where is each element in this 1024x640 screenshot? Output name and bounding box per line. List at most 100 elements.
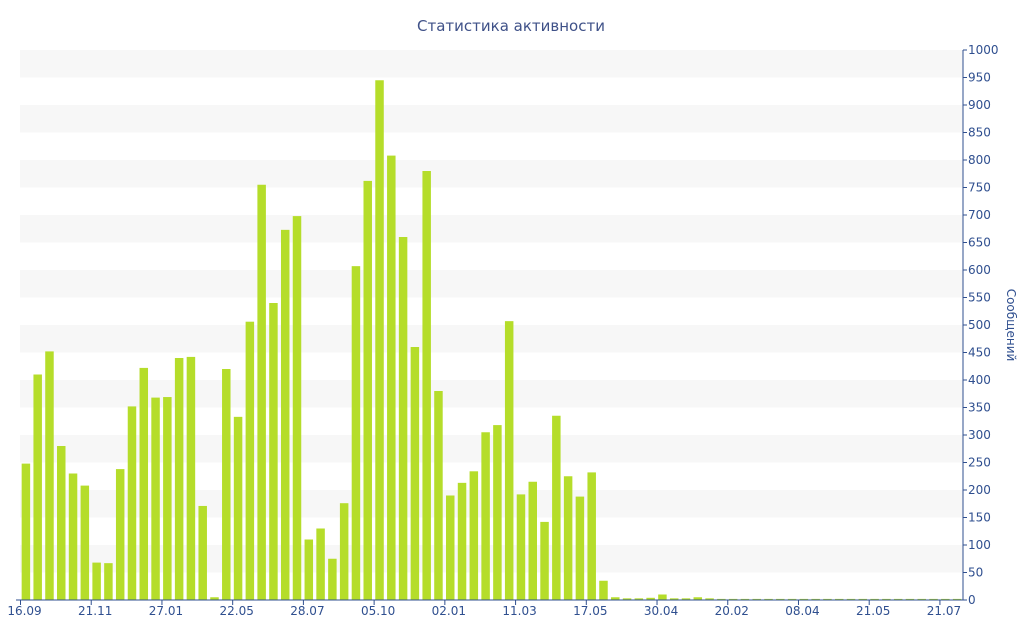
bar	[245, 321, 255, 600]
grid-band	[20, 325, 963, 353]
bar	[811, 598, 820, 600]
x-tick-label: 05.10	[361, 604, 395, 618]
bar	[163, 397, 172, 600]
bar	[905, 598, 915, 600]
bar	[552, 415, 561, 600]
y-tick-label: 500	[968, 318, 991, 332]
bar	[410, 347, 420, 600]
bar	[540, 521, 549, 600]
grid-band	[20, 490, 963, 518]
x-tick-label: 21.11	[78, 604, 112, 618]
grid-band	[20, 215, 963, 243]
bar	[257, 184, 266, 600]
x-tick-label: 11.03	[502, 604, 536, 618]
bar	[222, 369, 231, 600]
y-tick-label: 800	[968, 153, 991, 167]
y-tick-label: 50	[968, 566, 983, 580]
bar	[528, 481, 537, 600]
bar	[563, 476, 573, 600]
y-tick-label: 1000	[968, 43, 999, 57]
x-tick-label: 30.04	[644, 604, 678, 618]
bar	[634, 598, 644, 600]
bar	[328, 558, 337, 600]
x-tick-label: 17.05	[573, 604, 607, 618]
bar	[846, 598, 856, 600]
bar	[917, 598, 926, 600]
bar	[351, 266, 361, 600]
y-tick-label: 350	[968, 401, 991, 415]
bar	[728, 598, 738, 600]
grid-band	[20, 545, 963, 573]
bar	[587, 472, 596, 600]
chart-title: Статистика активности	[417, 17, 605, 35]
bar	[611, 597, 620, 600]
bar	[151, 397, 160, 600]
bar	[599, 580, 608, 600]
bar	[434, 391, 443, 600]
bar	[681, 598, 691, 600]
x-axis-ticks: 16.09 21.11 27.01 22.05 28.07 05.10 02.01 11.03…	[7, 600, 961, 618]
y-tick-label: 700	[968, 208, 991, 222]
x-tick-label: 20.02	[715, 604, 749, 618]
bar	[457, 482, 467, 600]
bar	[870, 598, 879, 600]
bar	[68, 473, 78, 600]
bar	[823, 598, 832, 600]
x-tick-label: 22.05	[219, 604, 253, 618]
bar	[375, 80, 384, 600]
background-bands	[20, 50, 963, 573]
bar	[764, 598, 773, 600]
bar	[929, 598, 938, 600]
bar	[646, 597, 655, 600]
bar	[33, 374, 42, 600]
grid-band	[20, 435, 963, 463]
bar	[446, 495, 455, 600]
bar	[422, 171, 431, 600]
y-tick-label: 850	[968, 126, 991, 140]
bar	[127, 406, 137, 600]
bar	[493, 425, 502, 600]
y-tick-label: 600	[968, 263, 991, 277]
bar	[575, 496, 585, 600]
bar	[882, 598, 891, 600]
bar	[858, 598, 868, 600]
bar	[469, 471, 479, 600]
grid-band	[20, 160, 963, 188]
bar	[363, 180, 372, 600]
bar	[92, 562, 101, 600]
y-axis-ticks: 0 50 100 150 200 250 300 350 400 450 500 550 600 650 7…	[963, 43, 999, 607]
bar	[139, 367, 149, 600]
bar	[941, 598, 950, 600]
bar	[339, 503, 349, 600]
bar	[752, 598, 761, 600]
bar	[799, 598, 809, 600]
bar	[952, 598, 962, 600]
y-tick-label: 450	[968, 346, 991, 360]
bar	[740, 598, 750, 600]
bar	[269, 303, 278, 600]
x-tick-label: 08.04	[785, 604, 819, 618]
bar	[198, 505, 207, 600]
bar	[504, 321, 514, 600]
y-tick-label: 200	[968, 483, 991, 497]
bar	[174, 358, 184, 600]
bar	[481, 432, 490, 600]
y-tick-label: 900	[968, 98, 991, 112]
bar	[104, 563, 113, 600]
bar	[45, 351, 54, 600]
bar	[233, 416, 243, 600]
bar	[115, 469, 125, 600]
bar	[57, 446, 66, 600]
y-tick-label: 0	[968, 593, 976, 607]
bar	[787, 598, 797, 600]
bar	[717, 598, 726, 600]
y-axis-label: Сообщений	[1004, 289, 1018, 362]
x-tick-label: 21.05	[856, 604, 890, 618]
bar	[834, 598, 844, 600]
bar	[398, 237, 408, 600]
grid-band	[20, 50, 963, 78]
bar	[693, 597, 703, 600]
grid-band	[20, 270, 963, 298]
bar	[280, 229, 290, 600]
